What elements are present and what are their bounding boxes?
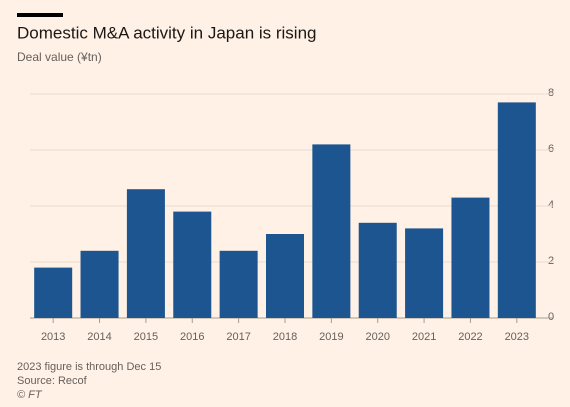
x-tick-label: 2014 [87, 331, 111, 343]
note: 2023 figure is through Dec 15 [17, 361, 161, 373]
x-tick-label: 2013 [41, 331, 65, 343]
bar [497, 102, 536, 319]
chart-subtitle: Deal value (¥tn) [17, 50, 102, 64]
bar [405, 228, 444, 318]
top-rule [17, 13, 63, 17]
chart-title: Domestic M&A activity in Japan is rising [17, 23, 317, 42]
x-tick-label: 2020 [365, 331, 389, 343]
bar [451, 197, 490, 318]
source: Source: Recof [17, 375, 88, 387]
y-tick-label: 4 [548, 199, 554, 211]
x-tick-label: 2023 [505, 331, 529, 343]
y-tick-label: 2 [548, 255, 554, 267]
copyright: © FT [17, 389, 43, 401]
bar [312, 144, 351, 318]
x-tick-label: 2022 [458, 331, 482, 343]
x-tick-label: 2018 [273, 331, 297, 343]
y-tick-label: 6 [548, 143, 554, 155]
y-tick-label: 8 [548, 87, 554, 99]
bar [126, 189, 165, 318]
bar [34, 267, 73, 318]
y-tick-label: 0 [548, 311, 554, 323]
bar [219, 250, 258, 318]
x-tick-label: 2019 [319, 331, 343, 343]
bar [173, 211, 212, 318]
bar [265, 234, 305, 318]
x-tick-label: 2016 [180, 331, 204, 343]
bar [358, 222, 397, 318]
bar [80, 250, 119, 318]
x-tick-label: 2015 [134, 331, 158, 343]
x-tick-label: 2017 [226, 331, 250, 343]
x-tick-label: 2021 [412, 331, 436, 343]
